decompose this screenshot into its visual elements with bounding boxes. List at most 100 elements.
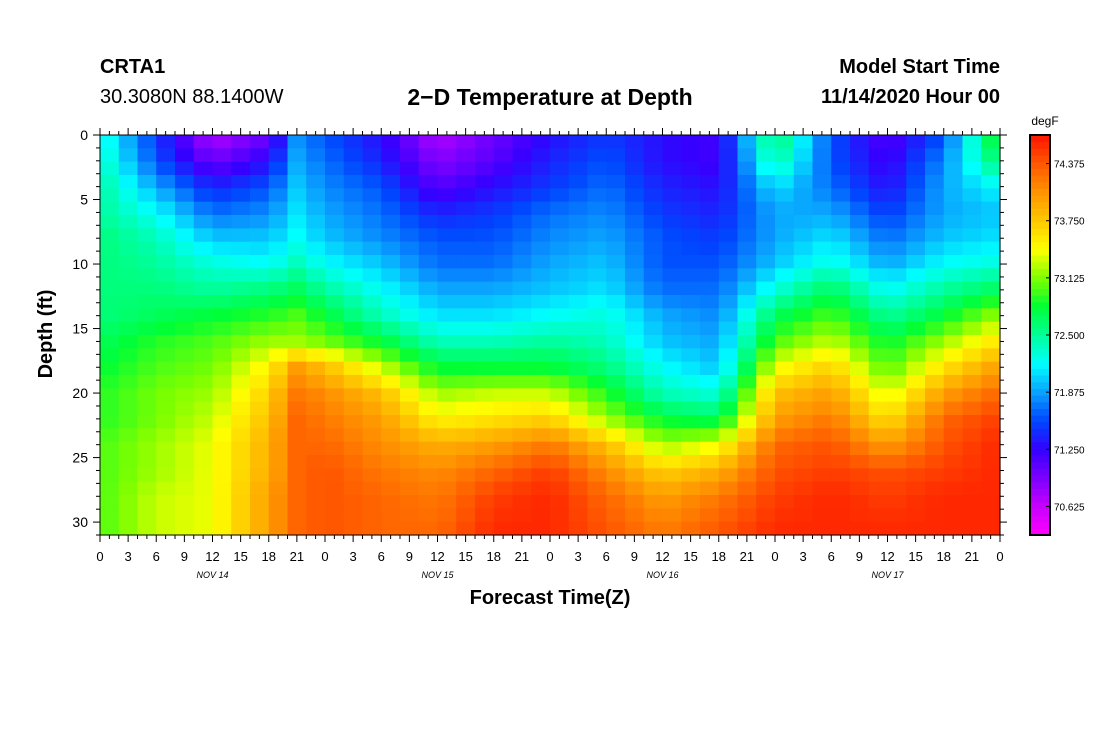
heatmap-cell [606, 335, 626, 349]
heatmap-cell [850, 161, 870, 176]
heatmap-cell [268, 295, 289, 309]
heatmap-cell [475, 401, 495, 416]
heatmap-cell [268, 241, 289, 256]
heatmap-cell [231, 348, 251, 363]
heatmap-cell [231, 361, 251, 376]
heatmap-cell [737, 415, 757, 429]
colorbar-swatch [1030, 141, 1050, 149]
heatmap-cell [868, 375, 889, 389]
heatmap-cell [625, 508, 645, 523]
heatmap-cell [568, 321, 589, 336]
heatmap-cell [700, 295, 720, 309]
heatmap-cell [775, 295, 795, 309]
heatmap-cell [812, 281, 832, 296]
heatmap-cell [100, 135, 120, 149]
heatmap-cell [606, 508, 626, 523]
heatmap-cell [118, 468, 139, 483]
heatmap-cell [437, 321, 457, 336]
heatmap-cell [231, 135, 251, 149]
heatmap-cell [175, 135, 195, 149]
heatmap-cell [756, 228, 776, 243]
heatmap-cell [887, 335, 907, 349]
heatmap-cell [587, 508, 607, 523]
x-tick-label: 0 [96, 549, 103, 564]
heatmap-cell [493, 495, 514, 509]
colorbar-swatch [1030, 308, 1050, 316]
heatmap-cell [306, 375, 326, 389]
heatmap-cell [550, 135, 570, 149]
heatmap-cell [400, 161, 420, 176]
heatmap-cell [100, 441, 120, 456]
heatmap-cell [981, 268, 1001, 283]
heatmap-cell [512, 455, 532, 469]
heatmap-cell [587, 521, 607, 536]
heatmap-cell [287, 215, 307, 229]
heatmap-cell [193, 508, 214, 523]
heatmap-cell [418, 495, 439, 509]
heatmap-cell [475, 321, 495, 336]
heatmap-cell [137, 175, 157, 189]
heatmap-cell [831, 268, 851, 283]
y-tick-label: 0 [80, 127, 88, 143]
heatmap-cell [850, 335, 870, 349]
heatmap-cell [118, 321, 139, 336]
heatmap-cell [325, 201, 345, 216]
heatmap-cell [737, 215, 757, 229]
heatmap-cell [306, 495, 326, 509]
heatmap-cell [550, 215, 570, 229]
heatmap-cell [512, 321, 532, 336]
heatmap-cell [775, 481, 795, 496]
heatmap-cell [325, 215, 345, 229]
heatmap-cell [231, 415, 251, 429]
heatmap-cell [137, 441, 157, 456]
heatmap-cell [662, 188, 682, 203]
heatmap-cell [681, 255, 701, 269]
heatmap-cell [943, 375, 964, 389]
heatmap-cell [775, 255, 795, 269]
heatmap-cell [606, 401, 626, 416]
heatmap-cell [775, 335, 795, 349]
heatmap-cell [193, 335, 214, 349]
heatmap-cell [943, 495, 964, 509]
heatmap-cell [362, 255, 382, 269]
heatmap-cell [962, 161, 982, 176]
heatmap-cell [831, 415, 851, 429]
x-tick-label: 3 [125, 549, 132, 564]
heatmap-cell [775, 228, 795, 243]
heatmap-cell [643, 321, 664, 336]
heatmap-cell [793, 348, 814, 363]
heatmap-cell [756, 375, 776, 389]
heatmap-cell [925, 495, 945, 509]
heatmap-cell [231, 255, 251, 269]
heatmap-cell [568, 281, 589, 296]
heatmap-cell [606, 268, 626, 283]
heatmap-cell [231, 295, 251, 309]
heatmap-cell [812, 375, 832, 389]
heatmap-cell [887, 521, 907, 536]
heatmap-cell [700, 255, 720, 269]
heatmap-cell [268, 148, 289, 163]
heatmap-cell [981, 188, 1001, 203]
heatmap-cell [493, 281, 514, 296]
heatmap-cell [850, 508, 870, 523]
heatmap-cell [568, 255, 589, 269]
heatmap-cell [175, 295, 195, 309]
heatmap-cell [231, 481, 251, 496]
heatmap-cell [212, 495, 232, 509]
heatmap-cell [362, 241, 382, 256]
heatmap-cell [681, 281, 701, 296]
heatmap-cell [268, 468, 289, 483]
heatmap-cell [437, 495, 457, 509]
heatmap-cell [606, 228, 626, 243]
heatmap-cell [981, 321, 1001, 336]
heatmap-cell [400, 441, 420, 456]
heatmap-cell [156, 388, 176, 403]
heatmap-cell [531, 428, 551, 443]
heatmap-cell [156, 241, 176, 256]
heatmap-cell [437, 215, 457, 229]
heatmap-cell [756, 428, 776, 443]
heatmap-cell [793, 135, 814, 149]
colorbar-swatch [1030, 528, 1050, 536]
heatmap-cell [831, 241, 851, 256]
heatmap-cell [887, 281, 907, 296]
